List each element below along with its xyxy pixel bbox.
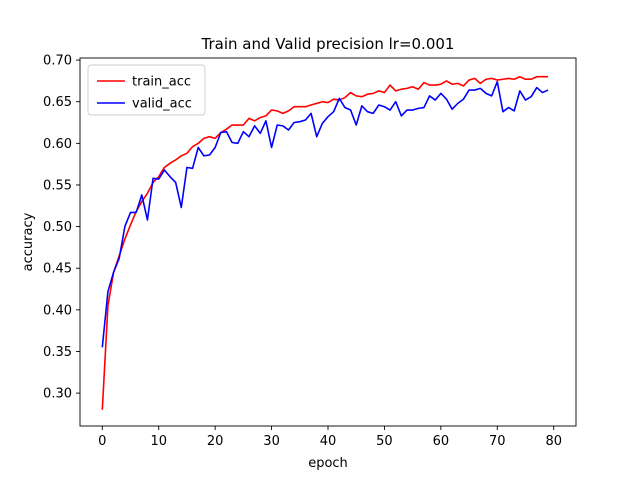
x-tick-label: 70: [489, 434, 506, 449]
x-axis-label: epoch: [308, 456, 348, 471]
x-tick-label: 60: [433, 434, 450, 449]
y-tick-label: 0.40: [43, 303, 72, 318]
series-line-train_acc: [101, 75, 549, 410]
legend-label-train_acc: train_acc: [132, 75, 191, 90]
y-tick-label: 0.60: [43, 137, 72, 152]
x-tick-label: 50: [376, 434, 393, 449]
y-tick-label: 0.50: [43, 220, 72, 235]
series-line-valid_acc: [101, 80, 549, 348]
y-tick-label: 0.70: [43, 54, 72, 69]
x-tick-label: 0: [98, 434, 106, 449]
legend-label-valid_acc: valid_acc: [132, 97, 192, 112]
x-tick-label: 30: [263, 434, 280, 449]
y-tick-label: 0.65: [43, 95, 72, 110]
y-tick-label: 0.35: [43, 345, 72, 360]
x-tick-label: 20: [207, 434, 224, 449]
y-tick-label: 0.30: [43, 387, 72, 402]
x-tick-label: 80: [545, 434, 562, 449]
x-tick-label: 10: [150, 434, 167, 449]
plot-area: 0 10 20 30 40 50 60 70 80 0.30 0.35 0.40 0.45 0.50 0.5…: [43, 54, 577, 449]
y-axis-label: accuracy: [21, 212, 36, 271]
x-tick-label: 40: [320, 434, 337, 449]
chart-title: Train and Valid precision lr=0.001: [201, 35, 455, 53]
y-tick-label: 0.45: [43, 262, 72, 277]
y-tick-label: 0.55: [43, 178, 72, 193]
